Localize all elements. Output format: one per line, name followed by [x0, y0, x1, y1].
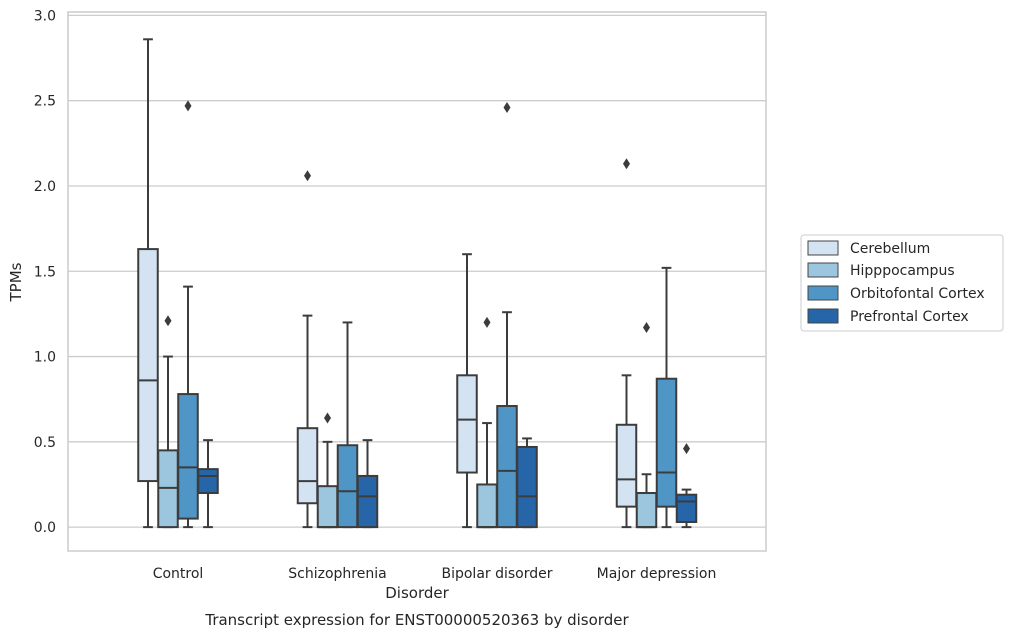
outlier-point — [643, 322, 650, 334]
y-tick-labels: 0.0 0.5 1.0 1.5 2.0 2.5 3.0 — [34, 8, 56, 536]
x-tick-labels: Control Schizophrenia Bipolar disorder Majo… — [153, 566, 717, 582]
box-body — [496, 405, 518, 529]
legend: Cerebellum Hipppocampus Orbitofontal Cor… — [800, 234, 1004, 332]
legend-swatch-hippocampus — [807, 262, 839, 278]
box-group — [296, 170, 319, 529]
box-group — [356, 439, 379, 529]
box-group — [456, 253, 478, 529]
box-body — [655, 377, 678, 508]
boxes — [137, 38, 698, 529]
box-group — [615, 158, 638, 529]
legend-label-cerebellum: Cerebellum — [850, 241, 930, 257]
box-group — [675, 443, 698, 529]
box-body — [615, 423, 638, 508]
box-group — [197, 439, 219, 529]
y-tick-label: 2.0 — [34, 179, 56, 195]
box-body — [197, 468, 219, 495]
outlier-point — [324, 412, 331, 424]
y-tick-label: 1.5 — [34, 264, 56, 280]
x-tick-label: Bipolar disorder — [441, 566, 552, 582]
chart-caption: Transcript expression for ENST0000052036… — [204, 611, 629, 629]
x-tick-label: Major depression — [597, 566, 717, 582]
outlier-point — [184, 100, 192, 112]
legend-swatch-orbitofrontal-cortex — [807, 285, 839, 301]
x-axis-title: Disorder — [385, 584, 449, 602]
legend-frame — [800, 234, 1004, 332]
box-group — [476, 316, 498, 529]
box-body — [137, 248, 159, 483]
box-group — [516, 437, 538, 529]
outlier-point — [683, 443, 690, 455]
box-group — [655, 266, 678, 529]
legend-label-hippocampus: Hipppocampus — [850, 263, 955, 279]
box-body — [336, 444, 359, 529]
box-body — [635, 492, 658, 529]
box-body — [456, 374, 478, 474]
box-body — [476, 483, 498, 529]
box-body — [675, 493, 698, 524]
y-tick-label: 1.0 — [34, 350, 56, 366]
outlier-point — [164, 315, 172, 327]
box-body — [356, 474, 379, 529]
y-tick-label: 0.0 — [34, 520, 56, 536]
box-group — [177, 100, 199, 529]
box-body — [177, 393, 199, 520]
y-tick-label: 0.5 — [34, 435, 56, 451]
legend-label-prefrontal-cortex: Prefrontal Cortex — [850, 309, 969, 325]
legend-swatch-cerebellum — [807, 240, 839, 256]
y-axis-title: TPMs — [7, 262, 25, 302]
outlier-point — [503, 102, 511, 114]
y-tick-label: 3.0 — [34, 8, 56, 24]
outlier-point — [623, 158, 630, 170]
box-group — [496, 102, 518, 529]
outlier-point — [483, 316, 491, 328]
legend-swatch-prefrontal-cortex — [807, 308, 839, 324]
box-body — [296, 427, 319, 505]
box-group — [635, 322, 658, 529]
box-group — [336, 321, 359, 529]
x-tick-label: Control — [153, 566, 204, 582]
box-group — [137, 38, 159, 529]
box-body — [316, 485, 339, 529]
outlier-point — [304, 170, 311, 182]
box-body — [516, 445, 538, 529]
x-tick-label: Schizophrenia — [288, 566, 386, 582]
legend-label-orbitofrontal-cortex: Orbitofontal Cortex — [850, 286, 985, 302]
y-tick-label: 2.5 — [34, 94, 56, 110]
